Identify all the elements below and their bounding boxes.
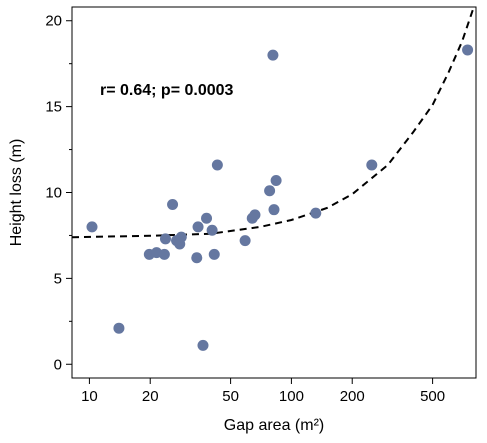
- data-point: [175, 231, 187, 243]
- data-point: [208, 248, 220, 260]
- y-tick-label: 10: [45, 185, 62, 202]
- data-point: [206, 224, 218, 236]
- data-point: [249, 209, 261, 221]
- data-point: [86, 221, 98, 233]
- data-point: [167, 199, 179, 211]
- data-point: [211, 159, 223, 171]
- data-point: [366, 159, 378, 171]
- data-point: [310, 207, 322, 219]
- x-axis-title: Gap area (m²): [224, 417, 324, 434]
- data-point: [113, 322, 125, 334]
- x-tick-label: 10: [81, 388, 98, 405]
- data-point: [192, 221, 204, 233]
- x-tick-label: 100: [279, 388, 304, 405]
- data-point: [197, 339, 209, 351]
- y-tick-label: 20: [45, 13, 62, 30]
- data-point: [159, 233, 171, 245]
- data-point: [264, 185, 276, 197]
- data-point: [270, 174, 282, 186]
- x-tick-label: 50: [222, 388, 239, 405]
- x-tick-label: 20: [142, 388, 159, 405]
- data-point: [239, 235, 251, 247]
- y-tick-label: 15: [45, 99, 62, 116]
- x-tick-label: 500: [420, 388, 445, 405]
- y-tick-label: 0: [54, 356, 62, 373]
- y-axis: 0 5 10 15 20: [45, 13, 72, 373]
- data-points: [86, 44, 474, 351]
- x-axis: 10 20 50 100 200 500: [81, 378, 445, 405]
- correlation-annotation: r= 0.64; p= 0.0003: [100, 82, 234, 99]
- data-point: [268, 204, 280, 216]
- data-point: [158, 248, 170, 260]
- data-point: [267, 49, 279, 61]
- y-axis-title: Height loss (m): [8, 139, 25, 247]
- x-tick-label: 200: [340, 388, 365, 405]
- y-tick-label: 5: [54, 270, 62, 287]
- data-point: [201, 212, 213, 224]
- data-point: [462, 44, 474, 56]
- fit-curve: [71, 6, 475, 239]
- data-point: [191, 252, 203, 264]
